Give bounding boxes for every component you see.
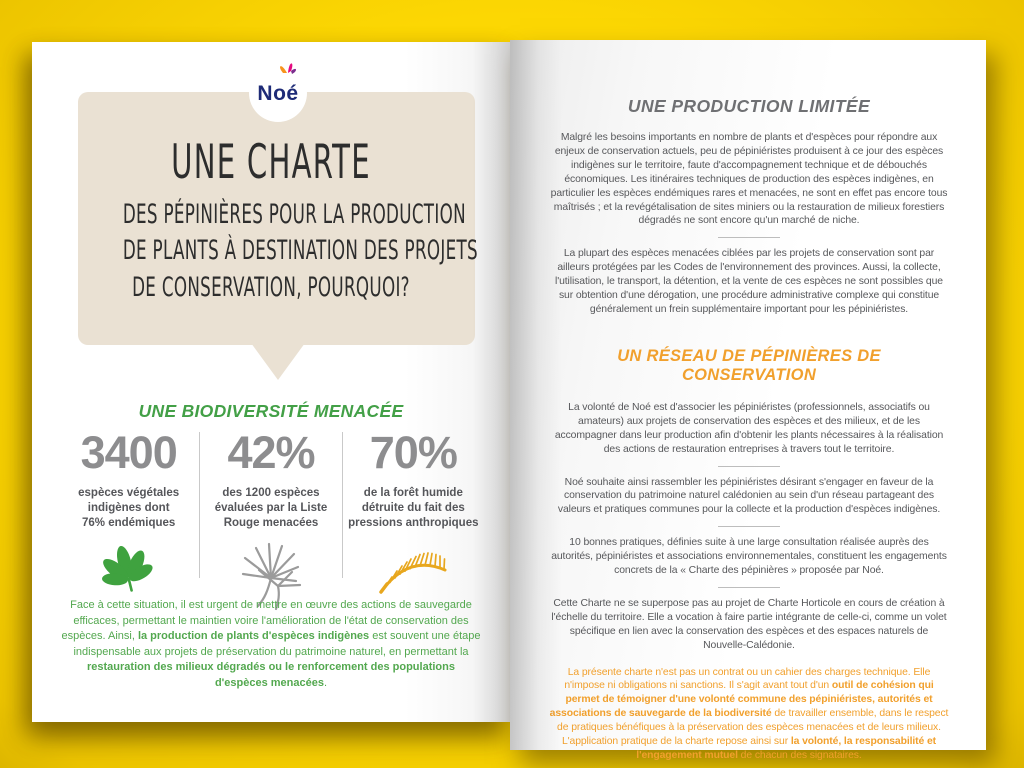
green-conclusion-paragraph: Face à cette situation, il est urgent de… xyxy=(61,599,481,690)
paragraph: 10 bonnes pratiques, définies suite à un… xyxy=(551,537,947,577)
paragraph: La volonté de Noé est d'associer les pép… xyxy=(554,401,944,455)
speech-bubble-tail xyxy=(251,343,305,380)
stat-label: de la forêt humide détruite du fait des … xyxy=(348,487,479,530)
right-page-content: UNE PRODUCTION LIMITÉE Malgré les besoin… xyxy=(548,96,950,763)
palm-frond-icon xyxy=(379,551,447,594)
paragraph: La plupart des espèces menacées ciblées … xyxy=(555,248,943,315)
stat-value: 70% xyxy=(369,427,458,478)
paragraph: Noé souhaite ainsi rassembler les pépini… xyxy=(557,476,941,516)
charter-title-line-2: DES PÉPINIÈRES POUR LA PRODUCTION xyxy=(122,198,466,230)
paragraph-divider xyxy=(718,526,780,528)
stat-column-red-list: 42% des 1200 espèces évaluées par la Lis… xyxy=(200,427,341,610)
stat-label: espèces végétales indigènes dont 76% end… xyxy=(78,487,180,530)
charter-title: UNE CHARTE DES PÉPINIÈRES POUR LA PRODUC… xyxy=(32,135,510,307)
stat-column-humid-forest: 70% de la forêt humide détruite du fait … xyxy=(343,430,484,606)
noe-logo: Noé xyxy=(249,63,307,122)
nursery-network-heading: UN RÉSEAU DE PÉPINIÈRES DE CONSERVATION xyxy=(617,346,881,384)
stat-separator xyxy=(341,432,343,578)
paragraph-divider xyxy=(718,237,780,239)
leaf-icon xyxy=(101,545,153,592)
biodiversity-heading: UNE BIODIVERSITÉ MENACÉE xyxy=(138,401,404,421)
stat-column-indigenous-species: 3400 espèces végétales indigènes dont 76… xyxy=(58,430,199,606)
charter-title-line-3: DE PLANTS À DESTINATION DES PROJETS xyxy=(122,235,478,267)
orange-highlight-paragraph: La présente charte n'est pas un contrat … xyxy=(549,666,949,761)
noe-logo-text: Noé xyxy=(257,82,299,105)
stat-label: des 1200 espèces évaluées par la Liste R… xyxy=(214,487,328,530)
stat-value: 42% xyxy=(227,427,315,478)
title-speech-bubble xyxy=(78,92,475,345)
paragraph-divider xyxy=(718,586,780,588)
stat-separator xyxy=(199,432,201,578)
limited-production-heading: UNE PRODUCTION LIMITÉE xyxy=(627,96,871,116)
spiky-plant-icon xyxy=(241,542,302,610)
charter-title-line-1: UNE CHARTE xyxy=(171,135,371,190)
charter-title-line-4: DE CONSERVATION, POURQUOI? xyxy=(132,272,410,304)
page-left: Noé UNE CHARTE DES PÉPINIÈRES POUR LA PR… xyxy=(32,42,510,722)
page-right: UNE PRODUCTION LIMITÉE Malgré les besoin… xyxy=(510,40,986,761)
paragraph-divider xyxy=(718,465,780,467)
paragraph: Malgré les besoins importants en nombre … xyxy=(550,132,948,227)
paragraph: Cette Charte ne se superpose pas au proj… xyxy=(551,597,947,651)
stat-value: 3400 xyxy=(80,427,178,478)
butterfly-icon xyxy=(280,63,297,74)
stats-row: 3400 espèces végétales indigènes dont 76… xyxy=(58,427,484,610)
